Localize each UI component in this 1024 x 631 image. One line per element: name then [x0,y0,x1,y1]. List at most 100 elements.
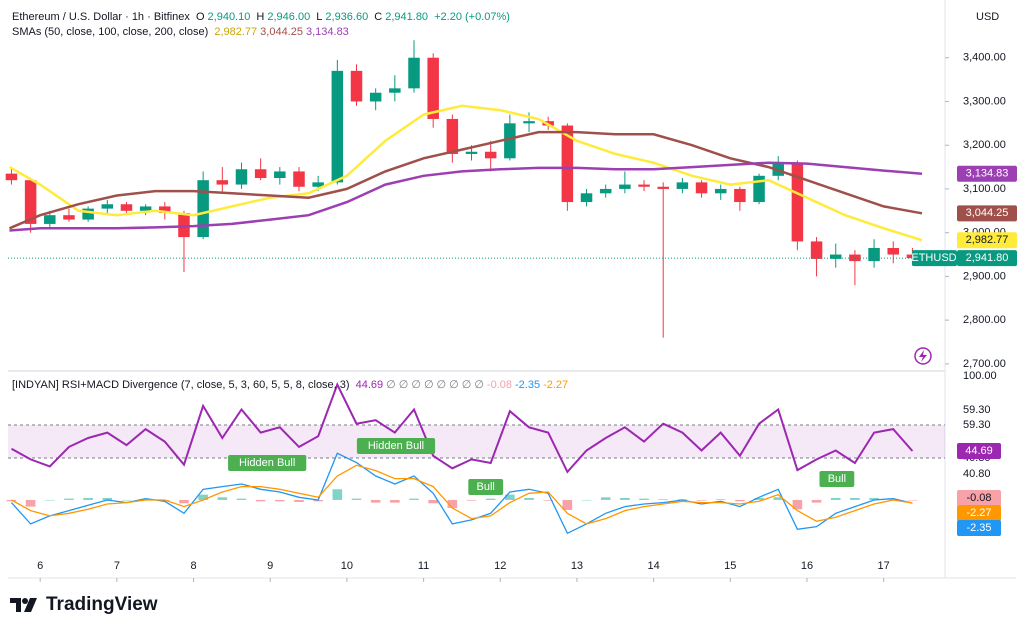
ohlc-value: 2,946.00 [267,11,311,23]
macd-hist [696,499,707,501]
macd-hist [524,497,534,500]
rsi-line [11,381,914,474]
x-tick-label: 16 [801,560,813,572]
price-tag-bg [957,232,1017,249]
macd-hist [869,497,879,500]
ohlc-value: 2,940.10 [207,11,251,23]
macd-hist [754,497,764,500]
annotation: Bull [477,481,495,493]
macd-hist [735,499,745,502]
y-tick-label: 2,900.00 [963,270,1006,282]
value-tag: -2.35 [966,522,991,534]
candle-body [504,123,516,159]
legend-title: SMAs (50, close, 100, close, 200, close) [12,26,209,38]
candle-body [235,169,248,185]
legend-value: -0.08 [486,379,512,391]
legend-value: ∅ [436,379,447,391]
currency: USD [976,11,999,23]
candle-body [714,188,727,194]
annotation: Bull [828,473,846,485]
ohlc-value: 2,936.60 [325,11,369,23]
scale-label: 59.30 [963,404,991,416]
x-tick-label: 6 [37,560,43,572]
change: +2.20 (+0.07%) [434,11,510,23]
candle-body [331,70,344,183]
candle-body [523,121,535,124]
scale-label: 100.00 [963,370,997,382]
indicator-legend: [INDYAN] RSI+MACD Divergence (7, close, … [12,378,571,391]
macd-hist [466,499,477,501]
macd-hist [505,494,515,500]
candle-body [254,169,267,179]
candle-body [369,92,382,102]
symbol: Ethereum / U.S. Dollar · 1h · Bitfinex [12,11,190,23]
price-tag-bg [957,205,1017,222]
x-tick-label: 8 [190,560,196,572]
candle-body [484,151,497,159]
header: Ethereum / U.S. Dollar · 1h · Bitfinex O… [12,11,513,23]
candle-body [24,180,37,224]
legend-value: ∅ [411,379,421,391]
value-tag-bg [957,490,1001,506]
macd-hist [447,499,458,508]
price-tag-bg [957,250,1017,267]
candle-body [120,204,133,211]
candle-body [216,180,229,185]
macd-hist [217,497,228,500]
candle-body [197,180,209,238]
candle-body [178,212,190,238]
x-tick-label: 12 [494,560,506,572]
macd-line [11,452,913,535]
macd-hist [658,499,669,500]
ohlc-key: C [374,11,383,23]
candle-body [101,204,114,209]
candle-body [465,151,478,154]
candle-body [887,247,899,255]
legend-value: ∅ [386,379,396,391]
band-label: 59.30 [963,419,991,431]
macd-hist [370,499,381,503]
ohlc-key: H [256,11,265,23]
candle-body [791,162,804,242]
macd-hist [25,499,36,507]
candle-body [446,118,459,154]
macd-hist [907,499,918,501]
annotation-bg [228,454,307,471]
candle-body [599,188,612,194]
y-tick-label: 3,100.00 [963,183,1006,195]
macd-hist [850,497,860,500]
candle-body [676,182,689,189]
macd-hist [83,497,93,500]
candle-body [427,57,439,119]
candle-body [619,184,631,189]
macd-line [11,464,913,525]
macd-hist [830,497,841,500]
legend-value: ∅ [461,379,472,391]
legend-value: -2.27 [543,379,569,391]
ohlc-key: O [195,11,205,23]
macd-hist [121,499,132,501]
macd-hist [543,499,553,501]
candle-body [657,186,669,189]
x-tick-label: 10 [341,560,353,572]
macd-hist [715,499,726,500]
legend-value: ∅ [449,379,459,391]
x-tick-label: 13 [571,560,583,572]
brand-logo [10,598,37,612]
macd-hist [294,499,304,502]
macd-hist [620,497,630,500]
annotation-bg [819,471,855,488]
y-tick-label: 3,400.00 [963,52,1006,64]
macd-hist [600,497,611,500]
candle-body [695,182,708,194]
candle-body [293,171,305,187]
macd-hist [64,498,74,500]
sma-legend: SMAs (50, close, 100, close, 200, close)… [12,26,352,38]
sma-line [9,130,923,230]
value-tag-bg [957,443,1001,460]
candle-body [274,171,286,179]
macd-hist [275,499,285,502]
annotation: Hidden Bull [368,440,424,452]
